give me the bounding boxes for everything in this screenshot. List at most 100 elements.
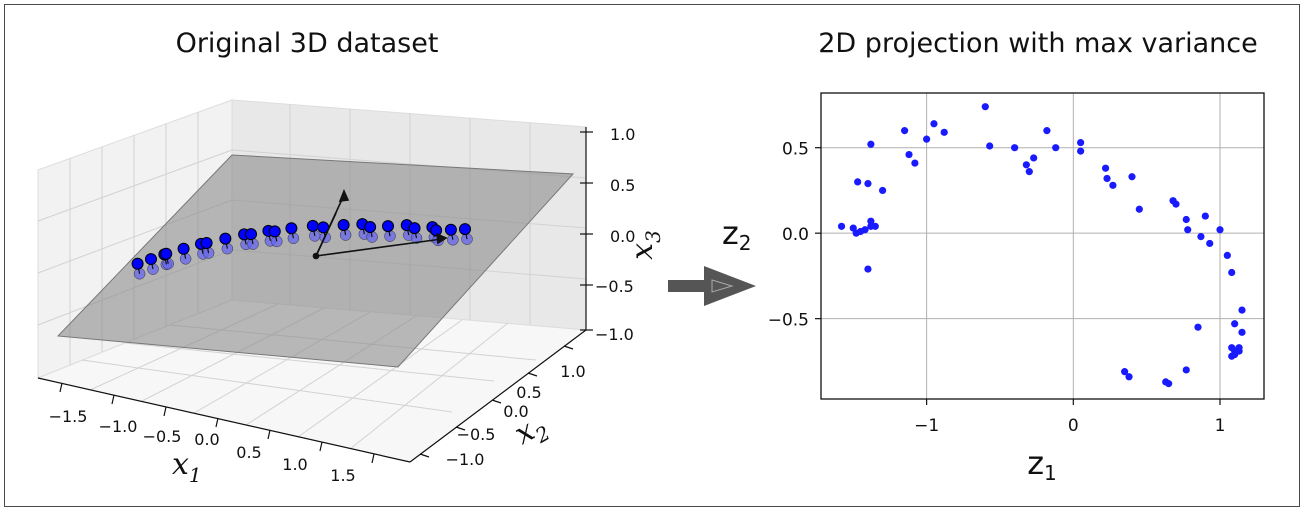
x2-tick: −1.0: [446, 450, 485, 469]
x1-tick: 1.0: [282, 455, 307, 474]
original-point: [444, 223, 457, 236]
scatter-point: [867, 217, 875, 225]
x-tick-label: −1: [914, 416, 939, 436]
original-points-group: [131, 218, 471, 270]
x1-tick: −1.5: [49, 407, 88, 426]
x3-axis-label: x3: [625, 230, 665, 260]
scatter-point: [1121, 368, 1129, 376]
scatter-point: [905, 150, 913, 159]
scatter-point: [1043, 127, 1051, 135]
original-point: [306, 219, 319, 232]
scatter-point: [1182, 366, 1190, 374]
scatter-point: [901, 127, 909, 135]
arrow-right-icon: [668, 266, 756, 306]
scatter-point: [1128, 173, 1136, 181]
scatter-point: [1125, 373, 1133, 381]
x2-tick: 0.5: [516, 383, 541, 402]
scatter-point: [911, 159, 919, 167]
axes-3d: [37, 127, 587, 463]
scatter-point: [1011, 144, 1019, 152]
scatter-point: [1184, 226, 1192, 234]
original-point: [337, 218, 350, 231]
original-point: [131, 257, 144, 270]
scatter-point: [1201, 212, 1209, 220]
scatter-point: [1109, 181, 1117, 189]
scatter-point: [940, 128, 948, 136]
scatter-point: [1228, 268, 1236, 277]
y-tick-label: −0.5: [768, 311, 809, 331]
right-panel-title: 2D projection with max variance: [818, 28, 1258, 59]
x2-tick-labels: −1.0 −0.5 0.0 0.5 1.0: [446, 362, 586, 469]
x2-tick: 1.0: [560, 362, 585, 381]
projected-point: [202, 247, 215, 259]
pc-vector-1: [315, 238, 443, 257]
pc-arrowhead-2: [338, 188, 350, 202]
plot-area: [821, 93, 1264, 399]
arrow-head-inner: [711, 279, 734, 293]
scatter-point: [1103, 174, 1111, 183]
scatter-point: [1231, 320, 1239, 328]
scatter-point: [986, 142, 994, 150]
scatter-point: [1030, 154, 1038, 162]
arrow-shaft: [668, 280, 708, 292]
scatter-point: [854, 178, 862, 186]
y-tick-label: 0.0: [782, 225, 809, 245]
scatter-point: [1101, 164, 1110, 172]
original-point: [285, 222, 298, 235]
z2-axis-label: z2: [722, 214, 752, 255]
x1-tick: 0.0: [194, 430, 219, 449]
left-panel-title: Original 3D dataset: [176, 28, 439, 59]
grid-lines: [821, 93, 1264, 399]
x-tick-label: 0: [1068, 416, 1079, 436]
z1-axis-label: z1: [1027, 444, 1057, 485]
pc-arrowhead-1: [436, 232, 448, 245]
scatter-point: [1216, 226, 1224, 234]
original-point: [364, 221, 377, 234]
x3-tick: 0.0: [610, 227, 635, 246]
x2-axis-line: [409, 329, 587, 463]
scatter-point: [1238, 306, 1246, 314]
y-tick-label: 0.5: [782, 140, 809, 160]
z2-axis-label-sub: 2: [739, 231, 752, 255]
scatter-points-group: [837, 103, 1246, 388]
scatter-point: [930, 120, 938, 128]
z2-axis-label-base: z: [722, 214, 739, 252]
x3-axis-label-sub: 3: [641, 230, 665, 243]
x3-tick-labels: −1.0 −0.5 0.0 0.5 1.0: [595, 125, 635, 344]
scatter-point: [1197, 232, 1205, 241]
scatter-point: [981, 103, 989, 111]
x1-tick: −1.0: [99, 417, 138, 436]
pc-origin: [312, 252, 320, 260]
scatter-point: [923, 135, 931, 143]
x3-tick: −1.0: [595, 325, 634, 344]
y-tick-group: −0.5 0.0 0.5: [768, 140, 821, 331]
original-point: [219, 232, 232, 245]
z1-axis-label-sub: 1: [1044, 461, 1057, 485]
x2-tick: 0.0: [503, 402, 528, 421]
scatter-point: [1077, 147, 1085, 155]
x2-tick: −0.5: [457, 425, 496, 444]
scatter-point: [1206, 239, 1214, 248]
principal-axes: [312, 188, 448, 260]
x1-axis-label-base: x: [172, 447, 189, 482]
x3-axis-label-base: x: [625, 243, 660, 260]
scatter-point: [1228, 352, 1236, 360]
scatter-point: [1052, 144, 1060, 152]
projected-points-group: [133, 228, 473, 280]
x1-axis-label: x1: [172, 447, 202, 487]
scatter-point: [864, 265, 872, 273]
scatter-point: [879, 186, 887, 195]
x1-axis-label-sub: 1: [189, 463, 202, 487]
scatter-point: [837, 222, 846, 230]
scatter-point: [1022, 161, 1030, 169]
original-point: [200, 236, 213, 249]
original-point: [430, 224, 443, 237]
scatter-point: [864, 180, 872, 188]
original-point: [408, 222, 421, 235]
scatter-point: [1025, 168, 1033, 176]
scatter-point: [849, 224, 857, 232]
scatter-point: [867, 222, 875, 230]
right-2d-panel: 2D projection with max variance −1 0 1 −0.…: [722, 28, 1265, 485]
left-3d-panel: Original 3D dataset: [36, 28, 665, 487]
